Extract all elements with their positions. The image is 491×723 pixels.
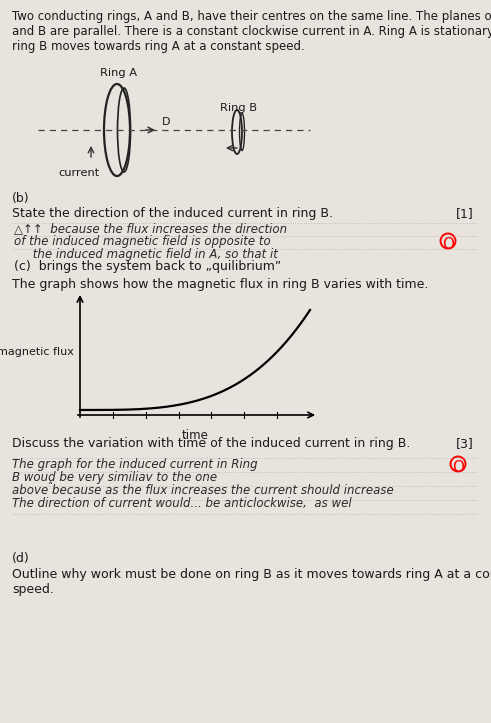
Text: Ring A: Ring A	[100, 68, 137, 78]
Text: D: D	[162, 117, 170, 127]
Text: Ring B: Ring B	[220, 103, 257, 113]
Text: The graph shows how the magnetic flux in ring B varies with time.: The graph shows how the magnetic flux in…	[12, 278, 428, 291]
Text: of the induced magnetic field is opposite to: of the induced magnetic field is opposit…	[14, 235, 271, 248]
Text: Discuss the variation with time of the induced current in ring B.: Discuss the variation with time of the i…	[12, 437, 410, 450]
Text: The direction of current would... be anticlockwise,  as wel: The direction of current would... be ant…	[12, 497, 352, 510]
Text: (b): (b)	[12, 192, 29, 205]
Text: State the direction of the induced current in ring B.: State the direction of the induced curre…	[12, 207, 333, 220]
Text: magnetic flux: magnetic flux	[0, 347, 74, 357]
Text: The graph for the induced current in Ring: The graph for the induced current in Rin…	[12, 458, 258, 471]
Text: [3]: [3]	[456, 437, 474, 450]
Text: Outline why work must be done on ring B as it moves towards ring A at a constant: Outline why work must be done on ring B …	[12, 568, 491, 596]
Text: current: current	[58, 168, 99, 178]
Text: B wouḓ be very similiav to the one: B wouḓ be very similiav to the one	[12, 471, 217, 484]
Text: [1]: [1]	[456, 207, 474, 220]
Text: O: O	[442, 237, 454, 252]
Text: the induced magnetic field in A, so that it: the induced magnetic field in A, so that…	[14, 248, 278, 261]
Text: (d): (d)	[12, 552, 30, 565]
Text: O: O	[452, 460, 464, 475]
Text: Two conducting rings, A and B, have their centres on the same line. The planes o: Two conducting rings, A and B, have thei…	[12, 10, 491, 53]
Text: time: time	[182, 429, 209, 442]
Text: △↑↑  because the flux increases the direction: △↑↑ because the flux increases the direc…	[14, 222, 287, 235]
Text: (c)  brings the system back to „quilibrium”: (c) brings the system back to „quilibriu…	[14, 260, 281, 273]
Text: above because as the flux increases the current should increase: above because as the flux increases the …	[12, 484, 394, 497]
